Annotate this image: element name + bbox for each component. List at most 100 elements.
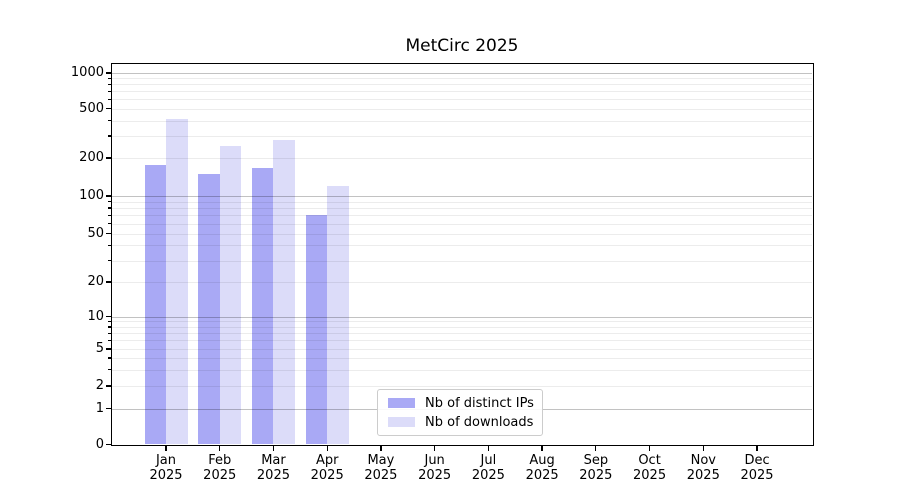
x-tick-month-text: Nov — [690, 453, 716, 468]
x-tick-dec — [756, 446, 758, 451]
y-tick-0 — [106, 443, 111, 446]
gridline-minor-70 — [112, 215, 812, 217]
y-tick-label-2: 2 — [95, 378, 104, 393]
bar-downloads-feb — [219, 145, 242, 445]
bar-distinct-ips-mar — [251, 167, 274, 445]
bar-downloads-apr — [327, 186, 349, 445]
gridline-minor-60 — [112, 223, 812, 225]
x-tick-label-sep: Sep 2025 — [564, 453, 628, 483]
y-tick-label-1: 1 — [95, 400, 104, 416]
x-tick-year-text: 2025 — [633, 468, 667, 483]
bar-downloads-jan — [166, 119, 188, 445]
legend: Nb of distinct IPs Nb of downloads — [377, 389, 543, 436]
gridline-minor-9 — [112, 321, 812, 323]
x-tick-year-text: 2025 — [149, 468, 183, 483]
x-tick-month-text: Jul — [480, 453, 497, 468]
x-tick-year-text: 2025 — [364, 468, 398, 483]
y-minortick-300 — [108, 135, 111, 137]
y-tick-200 — [106, 157, 111, 159]
y-minortick-70 — [108, 214, 111, 216]
x-tick-label-oct: Oct 2025 — [618, 453, 682, 483]
gridline-minor-300 — [112, 136, 812, 138]
y-tick-20 — [106, 281, 111, 283]
gridline-minor-4 — [112, 358, 812, 359]
y-tick-100 — [106, 195, 111, 197]
gridline-minor-80 — [112, 208, 812, 210]
gridline-minor-6 — [112, 340, 812, 342]
legend-swatch-downloads — [388, 417, 415, 427]
y-tick-label-1000: 1000 — [70, 65, 104, 80]
x-tick-month-text: Oct — [638, 453, 661, 468]
gridline-minor-800 — [112, 84, 812, 86]
y-tick-label-5: 5 — [95, 341, 104, 356]
legend-label-distinct-ips: Nb of distinct IPs — [425, 395, 534, 411]
x-tick-year-text: 2025 — [310, 468, 344, 483]
gridline-minor-20 — [112, 282, 812, 283]
y-tick-label-500: 500 — [79, 100, 104, 116]
y-minortick-7 — [108, 332, 111, 334]
y-minortick-90 — [108, 201, 111, 203]
x-tick-month-text: May — [367, 453, 395, 468]
y-minortick-30 — [108, 259, 111, 262]
y-minortick-3 — [108, 369, 111, 371]
gridline-minor-500 — [112, 108, 812, 110]
y-minortick-80 — [108, 207, 111, 209]
y-tick-2 — [106, 385, 111, 387]
y-tick-label-50: 50 — [87, 225, 104, 241]
gridline-minor-200 — [112, 158, 812, 159]
bar-distinct-ips-apr — [305, 215, 328, 445]
gridline-minor-30 — [112, 260, 812, 262]
y-tick-10 — [106, 315, 111, 318]
y-minortick-400 — [108, 119, 111, 122]
x-tick-may — [380, 446, 382, 451]
y-minortick-9 — [108, 320, 111, 323]
y-minortick-6 — [108, 339, 111, 342]
gridline-major-10 — [112, 316, 812, 318]
x-tick-sep — [595, 446, 597, 451]
gridline-minor-700 — [112, 91, 812, 93]
gridline-minor-2 — [112, 386, 812, 387]
x-tick-month-text: Dec — [744, 453, 770, 468]
y-tick-label-20: 20 — [87, 274, 104, 289]
gridline-minor-8 — [112, 326, 812, 328]
x-tick-year-text: 2025 — [740, 468, 774, 483]
y-minortick-4 — [108, 357, 111, 359]
bar-distinct-ips-feb — [198, 173, 220, 445]
x-tick-feb — [219, 446, 221, 451]
y-minortick-40 — [108, 244, 111, 246]
x-tick-year-text: 2025 — [686, 468, 720, 483]
legend-label-downloads: Nb of downloads — [425, 414, 534, 430]
y-tick-1 — [106, 407, 111, 410]
x-tick-month-text: Mar — [261, 453, 286, 468]
y-minortick-60 — [108, 223, 111, 225]
plot-area — [112, 64, 812, 445]
y-tick-label-10: 10 — [87, 308, 104, 324]
bar-distinct-ips-jan — [144, 165, 166, 445]
x-tick-jan — [165, 446, 167, 451]
legend-item-distinct-ips: Nb of distinct IPs — [388, 395, 534, 411]
y-tick-5 — [106, 348, 111, 350]
x-tick-label-nov: Nov 2025 — [671, 453, 735, 483]
bar-downloads-mar — [273, 139, 295, 445]
y-tick-label-0: 0 — [95, 436, 104, 452]
y-minortick-900 — [108, 77, 111, 80]
gridline-minor-3 — [112, 369, 812, 371]
x-tick-month-text: Jan — [155, 453, 177, 468]
chart-title: MetCirc 2025 — [405, 36, 519, 56]
x-tick-month-text: Jun — [424, 453, 445, 468]
y-tick-label-100: 100 — [79, 188, 104, 203]
x-tick-label-apr: Apr 2025 — [295, 453, 359, 483]
gridline-minor-600 — [112, 99, 812, 101]
x-tick-month-text: Feb — [208, 453, 232, 468]
gridline-minor-40 — [112, 245, 812, 247]
gridline-minor-400 — [112, 120, 812, 122]
legend-item-downloads: Nb of downloads — [388, 414, 534, 430]
x-tick-jun — [434, 446, 436, 451]
x-tick-label-jul: Jul 2025 — [456, 453, 520, 483]
y-tick-label-200: 200 — [79, 150, 104, 165]
gridline-minor-90 — [112, 201, 812, 203]
x-tick-label-may: May 2025 — [349, 453, 413, 483]
x-tick-label-jan: Jan 2025 — [134, 453, 198, 483]
x-tick-label-dec: Dec 2025 — [725, 453, 789, 483]
